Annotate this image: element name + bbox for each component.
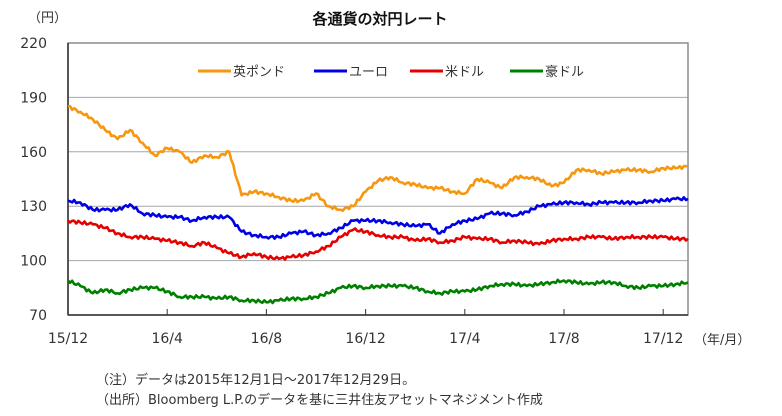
- x-tick-label: 16/4: [151, 331, 183, 347]
- y-tick-label: 130: [20, 199, 47, 215]
- y-tick-label: 160: [20, 145, 47, 161]
- y-tick-label: 100: [20, 254, 47, 270]
- y-tick-label: 190: [20, 90, 47, 106]
- x-tick-label: 16/8: [251, 331, 282, 347]
- legend-label: ユーロ: [349, 65, 388, 80]
- x-tick-label: 17/12: [643, 331, 683, 347]
- legend-label: 英ポンド: [233, 65, 285, 80]
- series-line-3: [67, 278, 689, 305]
- x-axis-unit: （年/月）: [694, 333, 750, 348]
- x-tick-label: 15/12: [48, 331, 88, 347]
- x-tick-label: 17/8: [548, 331, 579, 347]
- legend-label: 豪ドル: [545, 64, 584, 80]
- y-tick-label: 70: [29, 308, 47, 324]
- series-line-1: [67, 196, 689, 240]
- chart-title: 各通貨の対円レート: [311, 10, 447, 28]
- legend-label: 米ドル: [445, 65, 484, 80]
- y-axis-unit: （円）: [28, 11, 67, 26]
- note-period: （注）データは2015年12月1日～2017年12月29日。: [96, 373, 416, 388]
- note-source: （出所）Bloomberg L.P.のデータを基に三井住友アセットマネジメント作…: [96, 393, 543, 408]
- x-tick-label: 17/4: [449, 331, 481, 347]
- x-tick-label: 16/12: [345, 331, 385, 347]
- series-line-0: [67, 104, 689, 213]
- y-tick-label: 220: [20, 36, 47, 52]
- series-line-2: [67, 219, 689, 261]
